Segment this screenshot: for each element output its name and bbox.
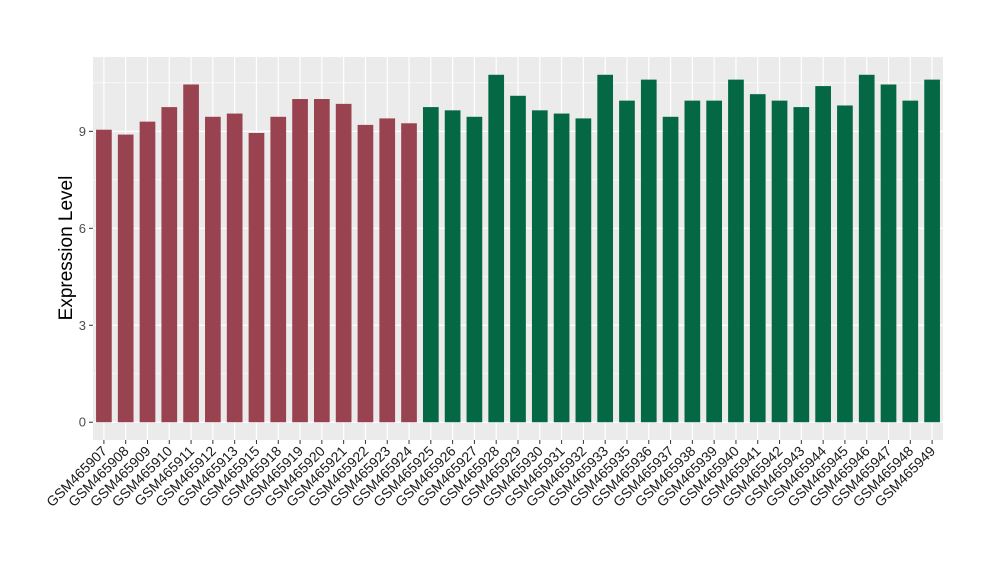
y-tick-label: 9	[79, 124, 86, 139]
bar-GSM465938	[684, 100, 701, 423]
bar-GSM465931	[553, 113, 570, 423]
bar-GSM465911	[183, 84, 199, 423]
bar-GSM465944	[815, 86, 831, 423]
bar-GSM465945	[837, 105, 853, 423]
bar-GSM465932	[575, 118, 592, 423]
y-tick-label: 0	[79, 415, 86, 430]
bar-GSM465913	[226, 113, 243, 423]
bars	[96, 74, 940, 423]
y-axis-title: Expression Level	[56, 176, 77, 321]
y-tick-label: 6	[79, 221, 86, 236]
bar-GSM465933	[597, 74, 614, 423]
bar-GSM465946	[858, 74, 875, 423]
bar-GSM465939	[706, 100, 722, 423]
bar-GSM465908	[117, 134, 134, 423]
bar-GSM465922	[357, 124, 374, 423]
bar-GSM465949	[924, 79, 940, 423]
y-axis: 0 3 6 9	[79, 124, 93, 430]
bar-GSM465921	[335, 103, 352, 423]
bar-GSM465930	[531, 110, 548, 423]
bar-GSM465936	[640, 79, 657, 423]
bar-GSM465940	[728, 79, 744, 423]
bar-GSM465943	[793, 107, 810, 423]
bar-GSM465924	[401, 123, 417, 423]
bar-GSM465928	[488, 74, 505, 423]
bar-GSM465912	[205, 116, 221, 423]
bar-GSM465942	[771, 100, 788, 423]
bar-GSM465948	[902, 100, 919, 423]
bar-GSM465907	[96, 129, 112, 423]
bar-GSM465918	[270, 116, 287, 423]
y-tick-label: 3	[79, 318, 86, 333]
bar-GSM465929	[510, 95, 526, 423]
bar-GSM465925	[422, 107, 439, 423]
bar-GSM465926	[444, 110, 461, 423]
bar-GSM465923	[379, 118, 396, 423]
bar-GSM465920	[314, 99, 330, 423]
x-axis: GSM465907GSM465908GSM465909GSM465910GSM4…	[43, 440, 938, 510]
bar-GSM465937	[662, 116, 679, 423]
bar-GSM465947	[880, 84, 897, 423]
bar-GSM465915	[248, 132, 265, 423]
bar-GSM465919	[292, 99, 308, 423]
bar-GSM465910	[161, 107, 178, 423]
bar-GSM465941	[749, 94, 766, 423]
bar-GSM465909	[139, 121, 156, 423]
bar-GSM465927	[466, 116, 483, 423]
bar-GSM465935	[619, 100, 635, 423]
